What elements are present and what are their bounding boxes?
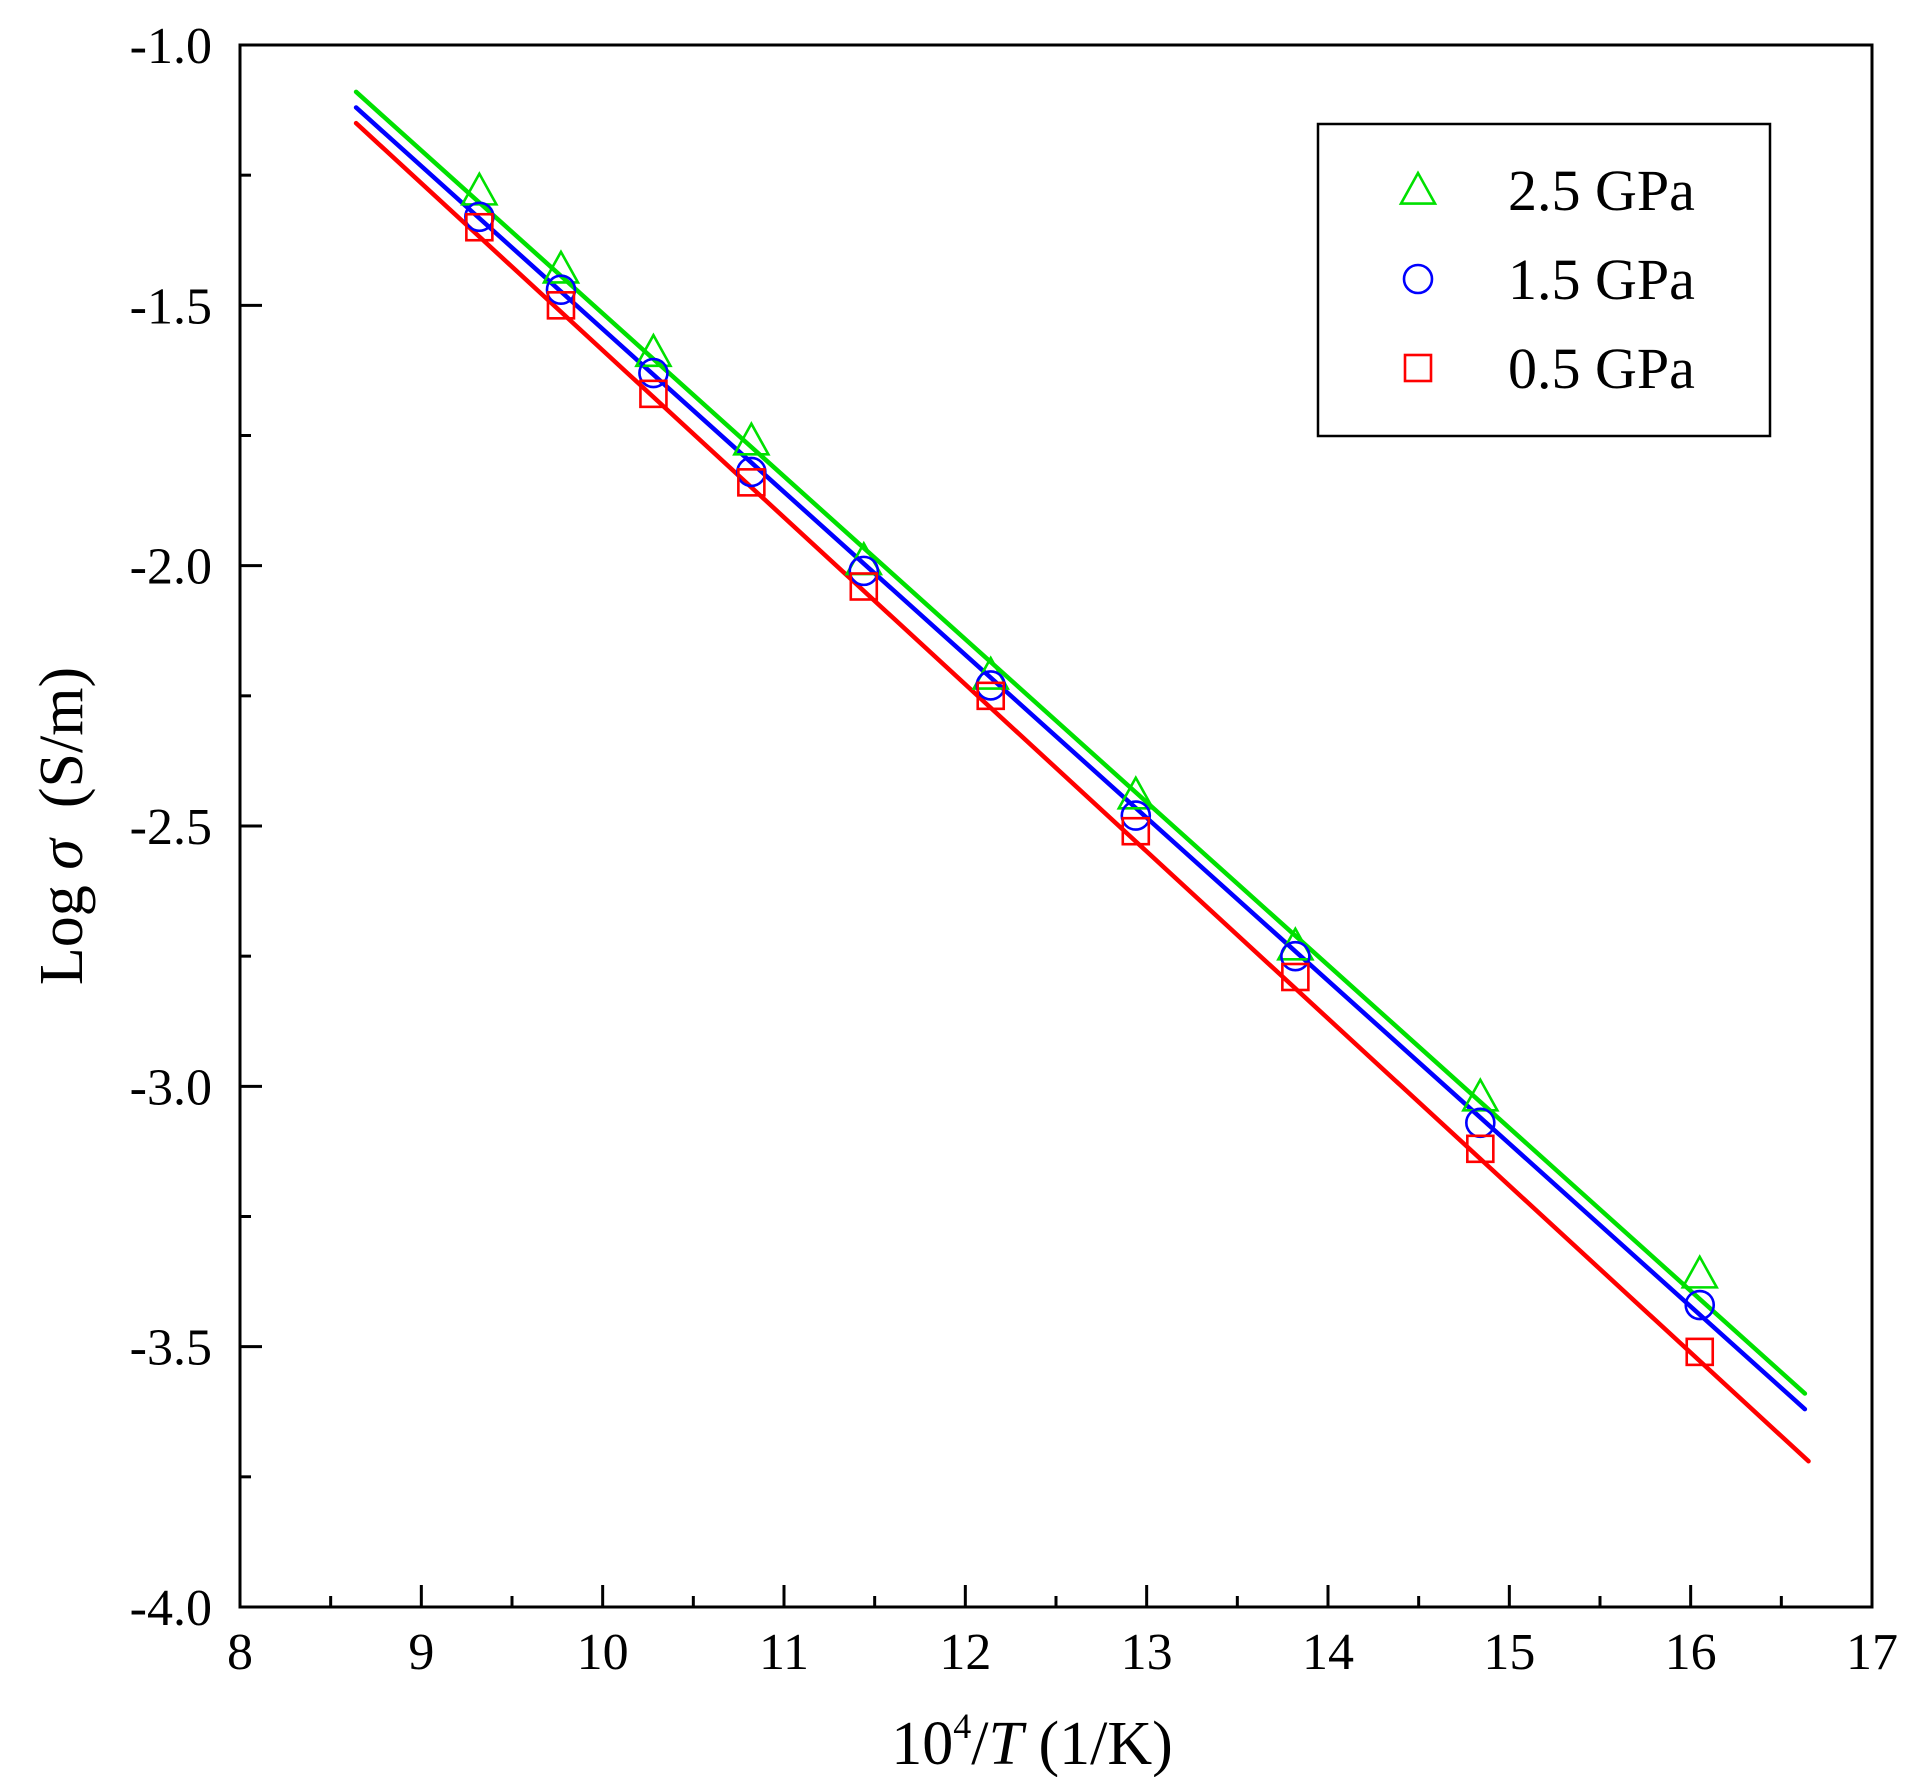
fit-lines [353, 89, 1811, 1464]
fit-line-2_5-GPa [353, 89, 1808, 1396]
y-tick-label: -1.0 [130, 18, 212, 75]
y-tick-label: -4.0 [130, 1580, 212, 1637]
data-point-circle [1684, 1289, 1716, 1321]
legend-label: 1.5 GPa [1508, 247, 1695, 312]
x-tick-label: 16 [1665, 1624, 1717, 1681]
data-point-square [849, 572, 879, 601]
y-tick-label: -3.5 [130, 1320, 212, 1377]
legend-marker-square [1403, 353, 1433, 383]
x-tick-label: 12 [939, 1624, 991, 1681]
data-point-circle [1280, 940, 1311, 972]
x-axis-title-exponent: 4 [953, 1706, 971, 1746]
x-tick-label: 15 [1483, 1624, 1535, 1681]
data-point-square [1685, 1337, 1715, 1367]
data-point-triangle [1680, 1254, 1719, 1289]
data-markers [460, 171, 1719, 1367]
data-point-circle [1120, 800, 1152, 831]
x-tick-label: 14 [1302, 1624, 1354, 1681]
data-point-circle [638, 357, 669, 389]
y-tick-label: -3.0 [130, 1059, 212, 1116]
axes: 8 9 10 11 12 13 14 15 16 17 -1.0 -1.5 -2.0 -2.5 -3.0 -3… [130, 18, 1898, 1681]
x-tick-label: 10 [577, 1624, 629, 1681]
data-point-square [1281, 962, 1310, 992]
legend-label: 0.5 GPa [1508, 336, 1695, 401]
y-axis-title: Log σ (S/m) [28, 667, 96, 985]
data-point-square [737, 468, 766, 497]
x-tick-label: 8 [227, 1624, 253, 1681]
data-point-square [976, 681, 1006, 711]
data-point-circle [848, 555, 880, 587]
x-axis-title-unit: (1/K) [1023, 1710, 1173, 1777]
x-tick-label: 9 [408, 1624, 434, 1681]
data-point-triangle [541, 249, 581, 284]
y-axis-title-symbol: σ [28, 837, 96, 870]
y-tick-label: -2.0 [130, 539, 212, 596]
data-point-square [1466, 1134, 1495, 1164]
data-point-triangle [1461, 1077, 1500, 1112]
data-point-triangle [460, 171, 499, 206]
x-tick-label: 11 [759, 1624, 809, 1681]
x-axis-title-base: 10 [891, 1710, 953, 1777]
data-point-triangle [634, 332, 673, 368]
x-axis-title-variable: T [988, 1710, 1027, 1777]
legend-marker-circle [1402, 263, 1434, 295]
y-tick-label: -1.5 [130, 278, 212, 335]
data-point-square [1121, 816, 1151, 846]
legend-marker-triangle [1398, 170, 1438, 205]
y-axis-title-prefix: Log [28, 870, 96, 985]
data-point-triangle [1116, 775, 1155, 810]
x-tick-label: 17 [1846, 1624, 1898, 1681]
data-point-square [546, 291, 576, 320]
y-axis-title-unit: (S/m) [28, 667, 96, 839]
legend-box [1316, 122, 1772, 438]
fit-line-0_5-GPa [353, 120, 1811, 1464]
fit-line-1_5-GPa [353, 105, 1808, 1412]
y-tick-label: -2.5 [130, 799, 212, 856]
data-point-square [465, 212, 494, 242]
data-point-circle [545, 274, 577, 306]
x-axis-title: 104/T (1/K) [891, 1706, 1173, 1777]
data-point-triangle [732, 421, 771, 456]
x-axis-title-slash: / [971, 1710, 989, 1777]
x-tick-label: 13 [1121, 1624, 1173, 1681]
data-point-circle [1465, 1107, 1496, 1139]
legend: 2.5 GPa 1.5 GPa 0.5 GPa [1316, 122, 1772, 438]
legend-label: 2.5 GPa [1508, 158, 1695, 223]
data-point-square [639, 379, 668, 409]
